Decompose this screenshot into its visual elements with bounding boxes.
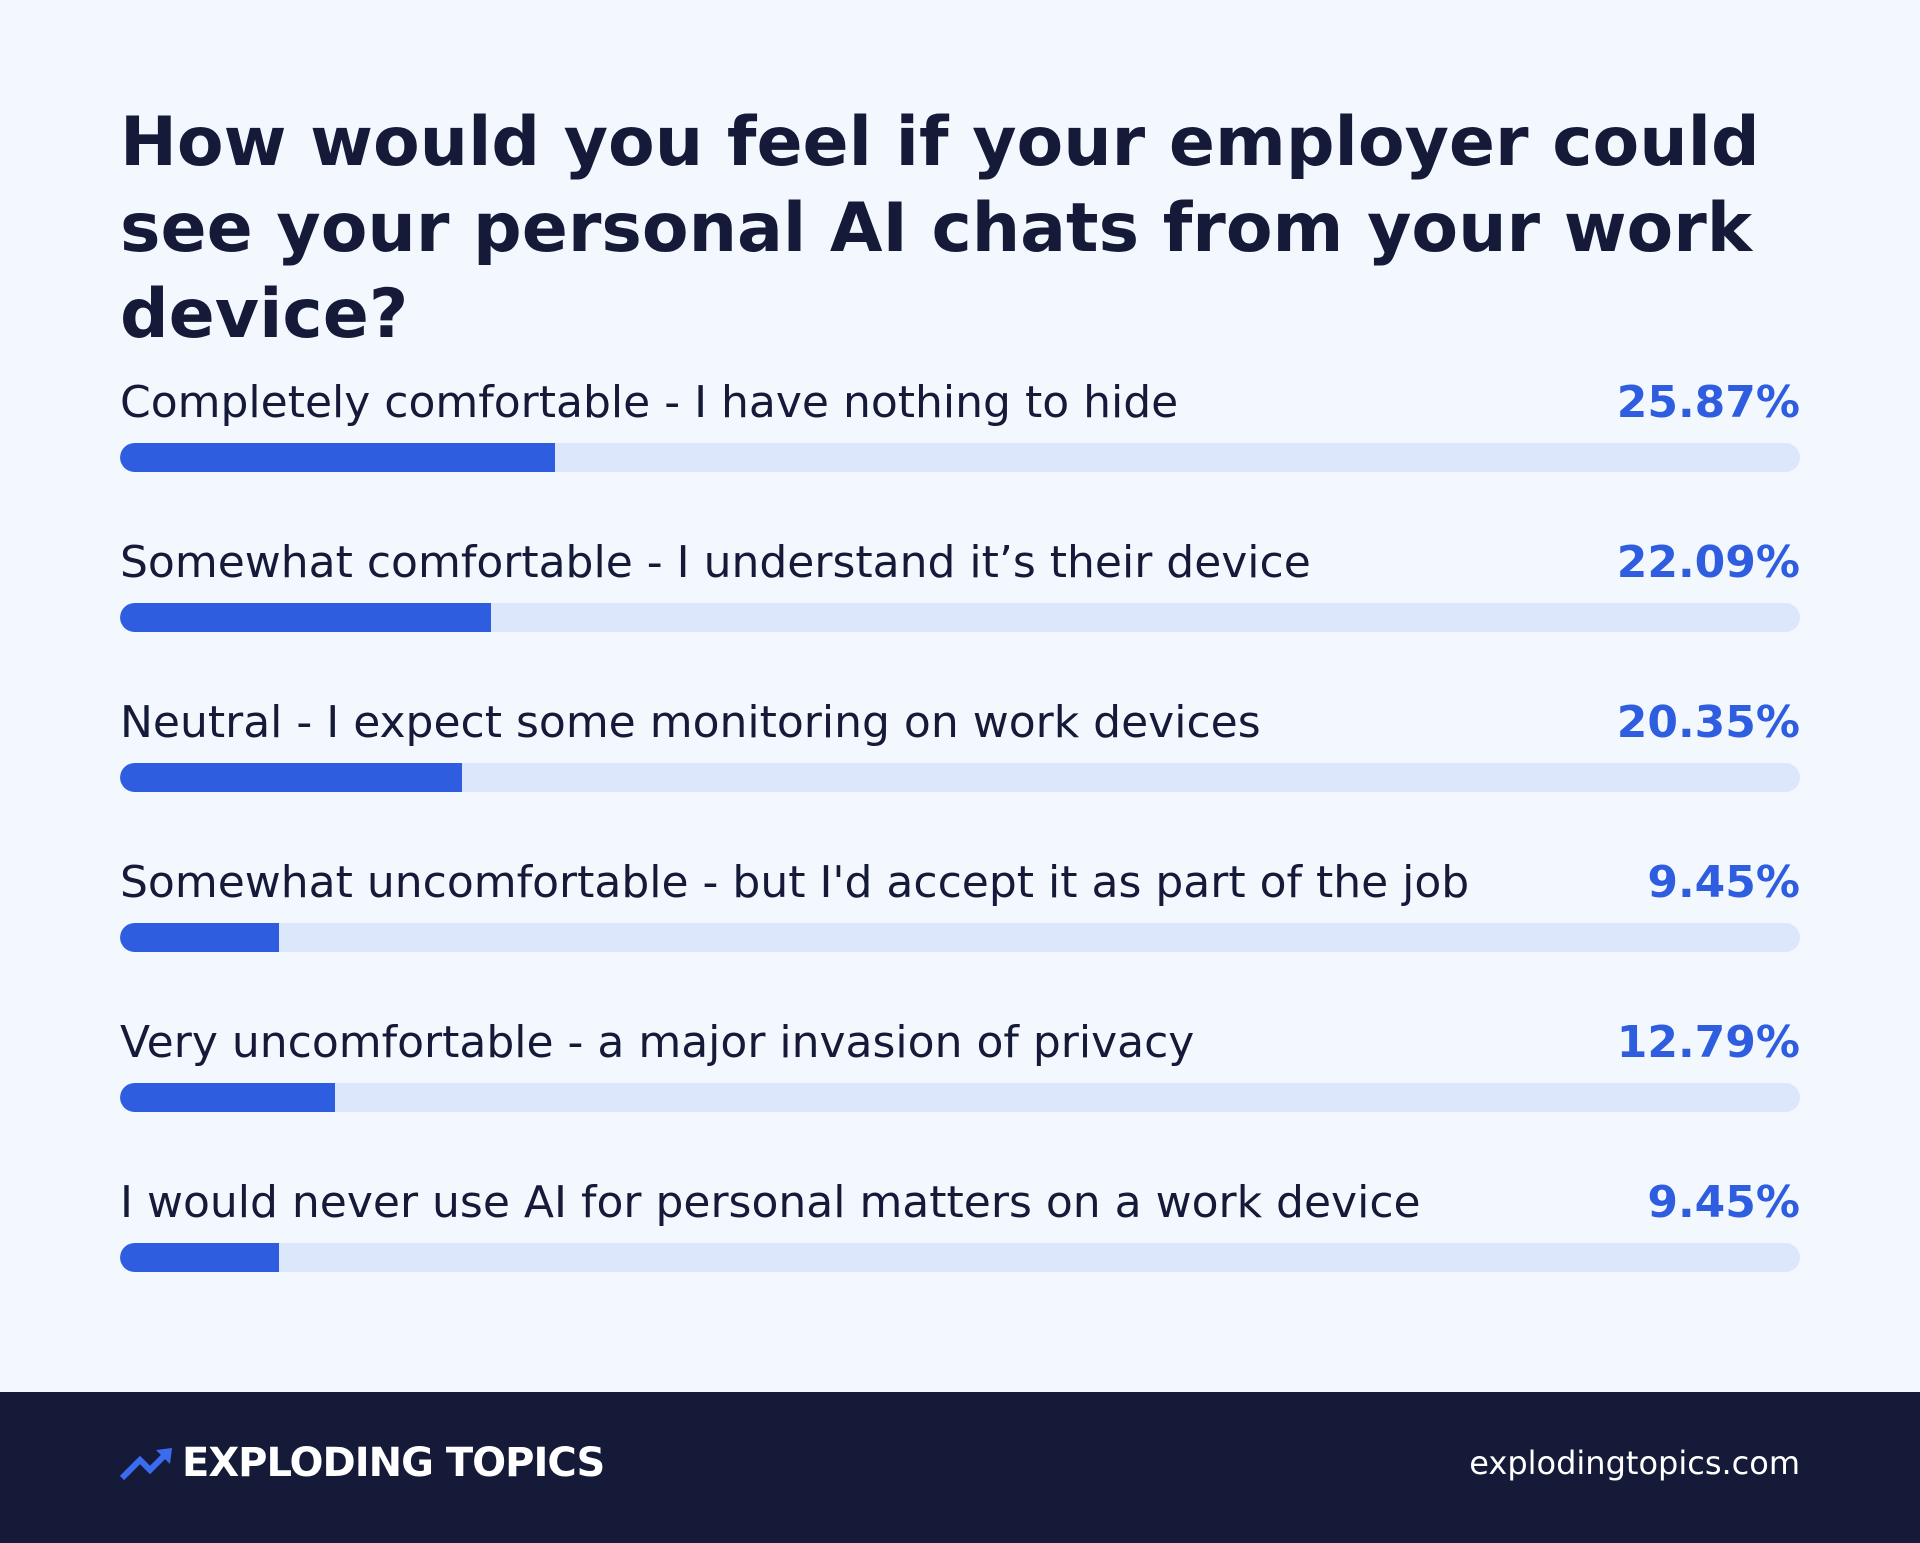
category-label: Somewhat uncomfortable - but I'd accept … (120, 857, 1470, 908)
bar-track (120, 443, 1800, 472)
bar (120, 1243, 279, 1272)
value-label: 9.45% (1647, 857, 1800, 908)
value-label: 9.45% (1647, 1177, 1800, 1228)
bar-track (120, 763, 1800, 792)
bar-track (120, 603, 1800, 632)
brand-name: EXPLODING TOPICS (182, 1440, 605, 1486)
category-label: I would never use AI for personal matter… (120, 1177, 1421, 1228)
category-label: Completely comfortable - I have nothing … (120, 377, 1179, 428)
bar-track (120, 1083, 1800, 1112)
bar (120, 443, 555, 472)
chart-title: How would you feel if your employer coul… (120, 103, 1760, 354)
value-label: 12.79% (1616, 1017, 1800, 1068)
bar (120, 923, 279, 952)
bar (120, 1083, 335, 1112)
logo-icon (120, 1448, 172, 1480)
website-url: explodingtopics.com (1469, 1444, 1800, 1482)
bar (120, 763, 462, 792)
category-label: Somewhat comfortable - I understand it’s… (120, 537, 1311, 588)
category-label: Very uncomfortable - a major invasion of… (120, 1017, 1195, 1068)
bar (120, 603, 492, 632)
value-label: 22.09% (1616, 537, 1800, 588)
bar-track (120, 923, 1800, 952)
category-label: Neutral - I expect some monitoring on wo… (120, 697, 1261, 748)
footer: EXPLODING TOPICS explodingtopics.com (0, 1392, 1920, 1543)
value-label: 20.35% (1616, 697, 1800, 748)
value-label: 25.87% (1616, 377, 1800, 428)
bar-track (120, 1243, 1800, 1272)
